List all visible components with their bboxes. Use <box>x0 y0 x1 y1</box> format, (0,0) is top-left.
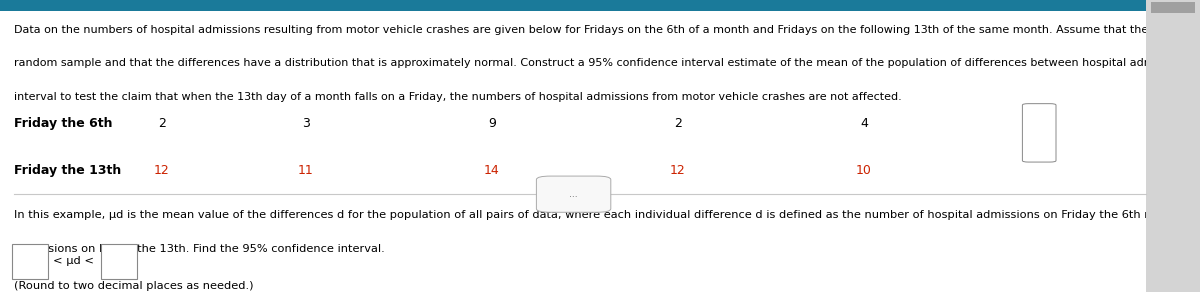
Text: 12: 12 <box>670 164 686 177</box>
Text: Friday the 13th: Friday the 13th <box>14 164 121 177</box>
Text: 2: 2 <box>158 117 166 130</box>
FancyBboxPatch shape <box>1146 0 1200 292</box>
Text: admissions on Friday the 13th. Find the 95% confidence interval.: admissions on Friday the 13th. Find the … <box>14 244 385 254</box>
FancyBboxPatch shape <box>1151 2 1195 13</box>
Text: (Round to two decimal places as needed.): (Round to two decimal places as needed.) <box>14 281 254 291</box>
Text: In this example, μd is the mean value of the differences d for the population of: In this example, μd is the mean value of… <box>14 210 1200 220</box>
Text: 3: 3 <box>302 117 310 130</box>
Text: interval to test the claim that when the 13th day of a month falls on a Friday, : interval to test the claim that when the… <box>14 92 902 102</box>
Text: random sample and that the differences have a distribution that is approximately: random sample and that the differences h… <box>14 58 1200 68</box>
Text: Friday the 6th: Friday the 6th <box>14 117 113 130</box>
Text: 2: 2 <box>674 117 682 130</box>
Text: 14: 14 <box>484 164 500 177</box>
Text: 11: 11 <box>298 164 314 177</box>
Text: ...: ... <box>569 190 578 199</box>
Text: 9: 9 <box>488 117 496 130</box>
Text: 4: 4 <box>860 117 868 130</box>
FancyBboxPatch shape <box>101 244 137 279</box>
Text: < μd <: < μd < <box>53 256 94 266</box>
FancyBboxPatch shape <box>1022 104 1056 162</box>
Text: 10: 10 <box>856 164 872 177</box>
FancyBboxPatch shape <box>536 176 611 212</box>
Text: Data on the numbers of hospital admissions resulting from motor vehicle crashes : Data on the numbers of hospital admissio… <box>14 25 1200 35</box>
FancyBboxPatch shape <box>0 0 1146 11</box>
Text: 12: 12 <box>154 164 170 177</box>
FancyBboxPatch shape <box>12 244 48 279</box>
